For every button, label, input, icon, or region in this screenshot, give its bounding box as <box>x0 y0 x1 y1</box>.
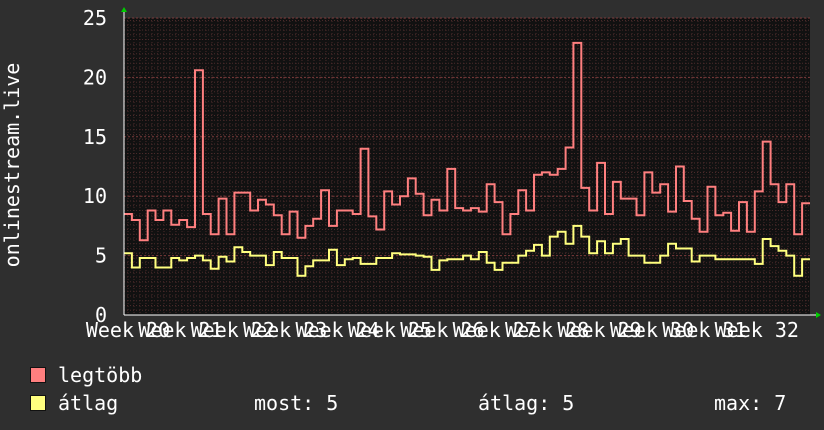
legend-item-avg: átlag <box>30 391 118 415</box>
x-tick-label: Week 21 <box>138 318 222 342</box>
y-tick-label: 0 <box>95 303 107 327</box>
grid <box>124 17 810 316</box>
x-tick-label: Week 23 <box>243 318 327 342</box>
x-axis-arrow <box>816 312 821 318</box>
y-tick-label: 20 <box>83 65 107 89</box>
legend-label-max: legtöbb <box>58 363 143 387</box>
legend-swatch-max <box>30 367 46 383</box>
x-tick-label: Week 22 <box>191 318 275 342</box>
x-tick-label: Week 29 <box>557 318 641 342</box>
stat-average: átlag: 5 <box>478 391 575 415</box>
x-tick-label: Week 27 <box>453 318 537 342</box>
x-tick-label: Week 30 <box>610 318 694 342</box>
y-tick-label: 25 <box>83 6 107 30</box>
series-group <box>124 41 810 277</box>
x-tick-label: Week 24 <box>295 318 379 342</box>
y-axis-arrow <box>121 7 127 12</box>
x-tick-label: Week 25 <box>348 318 432 342</box>
y-tick-label: 10 <box>83 184 107 208</box>
legend-item-max: legtöbb <box>30 363 142 387</box>
legend-label-avg: átlag <box>58 391 119 415</box>
x-tick-label: Week 31 <box>662 318 746 342</box>
y-axis-label: onlinestream.live <box>0 63 24 268</box>
plot-area <box>124 18 810 315</box>
stat-now: most: 5 <box>254 391 339 415</box>
axes <box>121 7 821 318</box>
x-tick-label: Week 20 <box>86 318 170 342</box>
series-line-max <box>124 41 810 242</box>
x-tick-label: Week 28 <box>505 318 589 342</box>
x-tick-label: Week 26 <box>400 318 484 342</box>
series-line-avg <box>124 224 810 277</box>
y-tick-label: 5 <box>95 244 107 268</box>
y-tick-label: 15 <box>83 125 107 149</box>
stat-max: max: 7 <box>714 391 787 415</box>
legend-swatch-avg <box>30 395 46 411</box>
x-tick-label: Week 32 <box>715 318 799 342</box>
